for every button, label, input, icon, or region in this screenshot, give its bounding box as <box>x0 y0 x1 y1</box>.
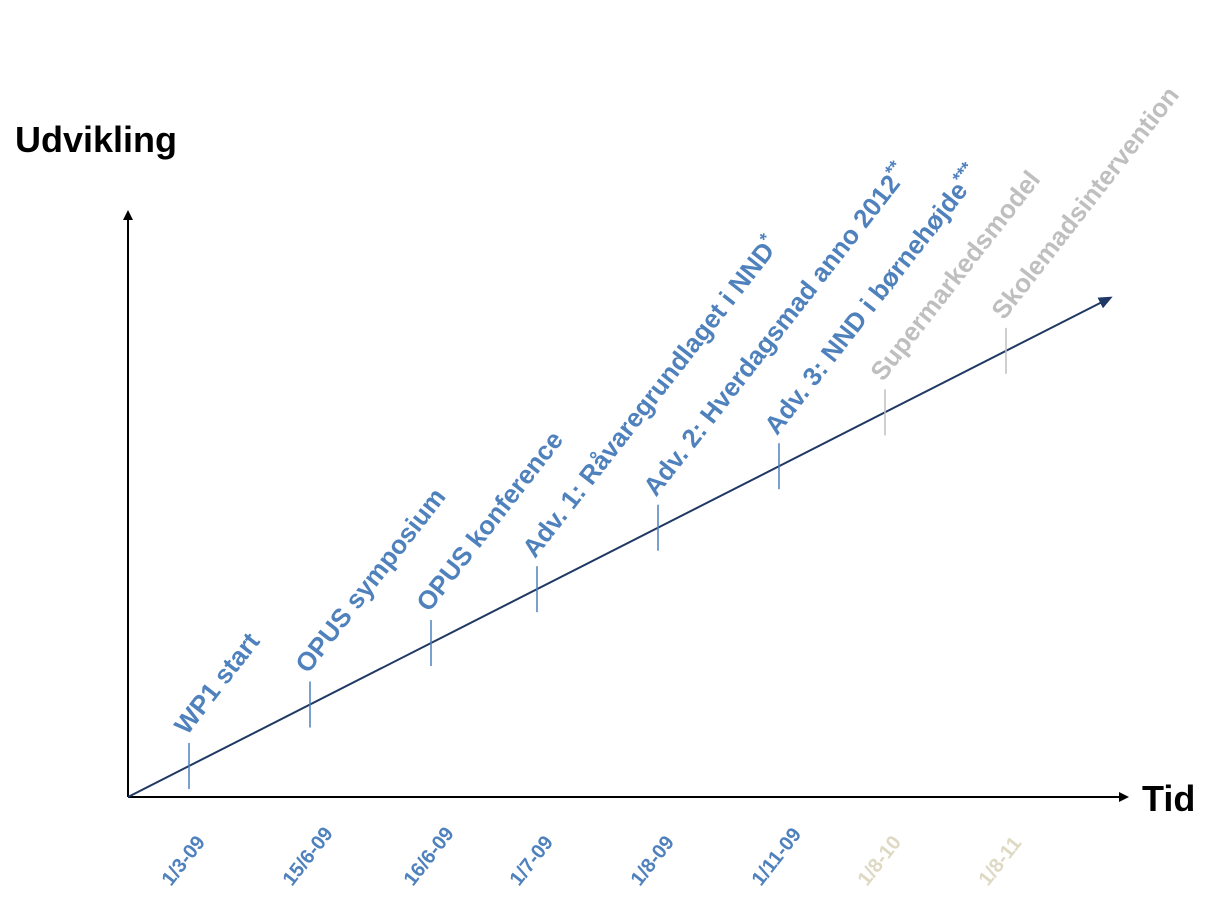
milestone-date: 1/8-11 <box>975 833 1027 890</box>
y-axis-title: Udvikling <box>15 119 177 160</box>
milestone-date: 1/8-09 <box>627 832 679 890</box>
milestone-label: WP1 start <box>168 626 266 739</box>
milestone-date: 15/6-09 <box>279 823 338 890</box>
x-axis-title: Tid <box>1142 778 1195 819</box>
milestone-date: 1/3-09 <box>158 832 210 890</box>
milestone-date: 1/8-10 <box>854 832 906 890</box>
dates-group: 1/3-09 15/6-09 16/6-09 1/7-09 1/8-09 1/11-09 1… <box>158 823 1027 890</box>
milestone-label: Adv. 1: Råvaregrundlaget i NND* <box>515 229 785 562</box>
trend-line <box>127 296 1113 798</box>
milestone-date: 1/7-09 <box>506 832 558 890</box>
milestone-date: 1/11-09 <box>748 824 806 890</box>
milestone-label: Adv. 2: Hverdagsmad anno 2012** <box>636 157 915 502</box>
milestone-date: 16/6-09 <box>400 823 459 890</box>
